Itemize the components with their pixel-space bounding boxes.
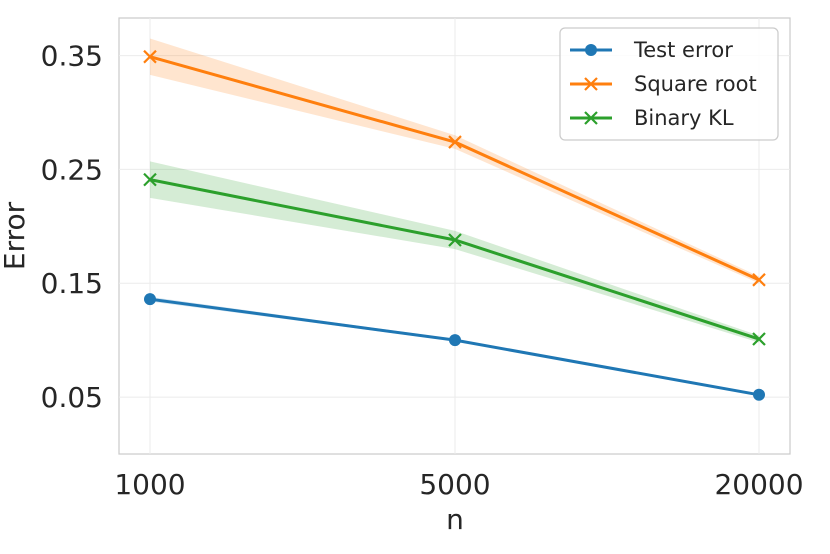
y-tick-label: 0.25 [41, 153, 103, 186]
legend-label-test-error: Test error [633, 38, 733, 62]
x-tick-label: 5000 [419, 468, 490, 501]
x-tick-labels: 1000 5000 20000 [114, 468, 803, 501]
marker-test-error [753, 388, 765, 401]
legend-label-binary-kl: Binary KL [634, 106, 734, 130]
y-tick-label: 0.15 [41, 267, 103, 300]
y-tick-label: 0.05 [41, 381, 103, 414]
marker-binary-kl [752, 332, 766, 346]
y-tick-label: 0.35 [41, 40, 103, 73]
band-binary-kl [150, 161, 759, 343]
legend-label-square-root: Square root [634, 72, 757, 96]
legend-marker-test-error [585, 44, 597, 56]
x-tick-label: 1000 [114, 468, 185, 501]
marker-square-root [448, 135, 462, 149]
marker-square-root [752, 273, 766, 287]
x-axis-title: n [446, 503, 464, 536]
legend-marker-binary-kl [584, 111, 598, 125]
y-axis-title: Error [0, 201, 31, 270]
marker-binary-kl [143, 172, 157, 187]
legend-box [559, 27, 779, 141]
series-markers [143, 49, 766, 401]
marker-test-error [144, 293, 156, 306]
marker-test-error [449, 334, 461, 347]
marker-binary-kl [448, 233, 462, 247]
x-tick-label: 20000 [714, 468, 803, 501]
legend-marker-square-root [584, 77, 598, 91]
marker-square-root [143, 49, 157, 64]
legend: Test error Square root Binary KL [559, 27, 779, 141]
y-tick-labels: 0.05 0.15 0.25 0.35 [41, 40, 103, 415]
grid-lines [119, 18, 790, 454]
